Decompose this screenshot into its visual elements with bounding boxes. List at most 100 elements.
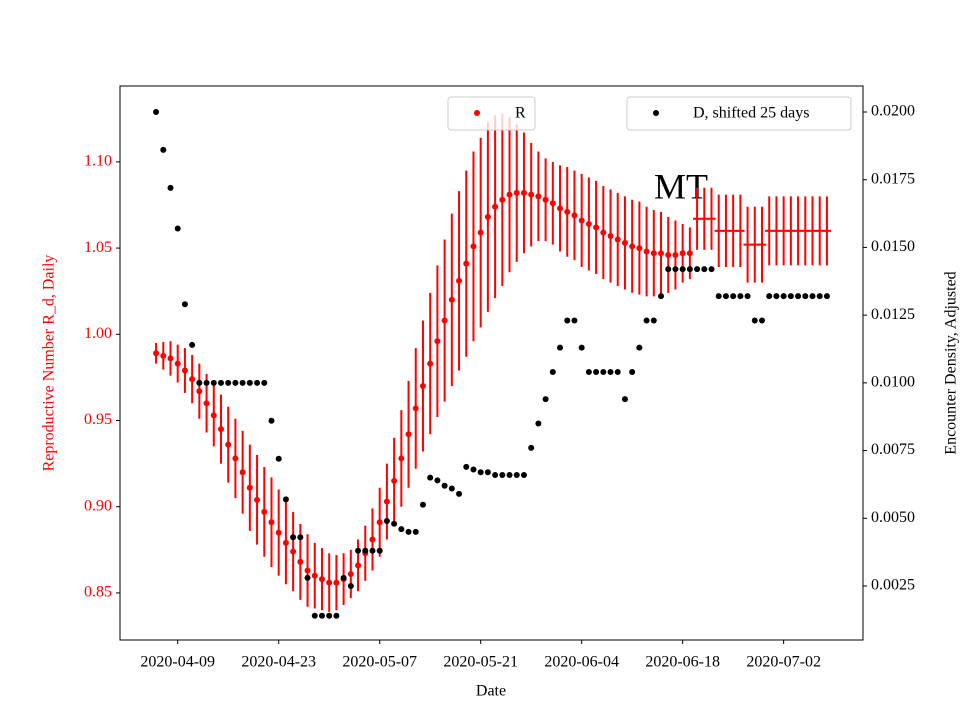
data-point: [672, 251, 679, 258]
data-point: [225, 441, 232, 448]
legend-box: [447, 96, 536, 131]
data-point: [239, 469, 246, 476]
data-point: [629, 369, 636, 376]
data-point: [484, 469, 491, 476]
data-point: [383, 517, 390, 524]
data-point: [311, 612, 318, 619]
data-point: [506, 191, 513, 198]
data-point: [571, 317, 578, 324]
data-point: [333, 612, 340, 619]
data-point: [427, 474, 434, 481]
plot-frame: [119, 85, 864, 641]
data-point: [369, 547, 376, 554]
y2-axis-label: Encounter Density, Adjusted: [943, 271, 960, 454]
data-point: [210, 412, 217, 419]
y2-tick-label: 0.0050: [871, 509, 915, 526]
data-point: [268, 519, 275, 526]
y2-tick-label: 0.0100: [871, 374, 915, 391]
data-point: [621, 396, 628, 403]
data-point: [297, 558, 304, 565]
legend-marker: [653, 110, 659, 116]
data-point: [463, 463, 470, 470]
data-point: [780, 293, 787, 300]
data-point: [564, 208, 571, 215]
data-point: [434, 338, 441, 345]
data-point: [823, 293, 830, 300]
data-point: [369, 536, 376, 543]
data-point: [282, 539, 289, 546]
data-point: [535, 420, 542, 427]
data-point: [290, 548, 297, 555]
data-point: [643, 248, 650, 255]
data-point: [578, 344, 585, 351]
data-point: [564, 317, 571, 324]
data-point: [282, 496, 289, 503]
data-point: [621, 239, 628, 246]
data-point: [477, 229, 484, 236]
data-point: [463, 260, 470, 267]
data-point: [153, 109, 160, 116]
data-point: [167, 355, 174, 362]
data-point: [456, 490, 463, 497]
y2-tick-label: 0.0200: [871, 103, 915, 120]
data-point: [347, 582, 354, 589]
data-point: [650, 317, 657, 324]
data-point: [665, 251, 672, 258]
data-point: [181, 367, 188, 374]
data-point: [542, 396, 549, 403]
y-axis-label: Reproductive Number R_d, Daily: [41, 255, 58, 472]
data-point: [181, 301, 188, 308]
y2-tick-label: 0.0075: [871, 441, 915, 458]
data-point: [203, 400, 210, 407]
data-point: [759, 317, 766, 324]
legend-marker: [474, 110, 480, 116]
data-point: [254, 496, 261, 503]
data-point: [441, 317, 448, 324]
data-point: [189, 341, 196, 348]
data-point: [737, 293, 744, 300]
data-point: [636, 344, 643, 351]
y2-tick-label: 0.0025: [871, 577, 915, 594]
data-point: [557, 205, 564, 212]
data-point: [448, 296, 455, 303]
data-point: [614, 236, 621, 243]
y-tick-label: 0.95: [84, 411, 112, 428]
data-point: [318, 576, 325, 583]
data-point: [153, 350, 160, 357]
data-point: [189, 376, 196, 383]
legend-label: D, shifted 25 days: [693, 105, 809, 122]
data-point: [506, 471, 513, 478]
data-point: [744, 293, 751, 300]
data-point: [196, 379, 203, 386]
data-point: [355, 562, 362, 569]
data-point: [636, 245, 643, 252]
data-point: [268, 417, 275, 424]
data-point: [722, 293, 729, 300]
data-point: [708, 266, 715, 273]
data-point: [795, 293, 802, 300]
data-point: [217, 379, 224, 386]
data-point: [672, 266, 679, 273]
data-point: [571, 212, 578, 219]
data-point: [715, 293, 722, 300]
data-point: [225, 379, 232, 386]
data-point: [304, 567, 311, 574]
y2-tick-label: 0.0175: [871, 170, 915, 187]
x-axis-label: Date: [476, 683, 506, 700]
data-point: [751, 317, 758, 324]
data-point: [167, 184, 174, 191]
data-point: [492, 471, 499, 478]
data-point: [383, 498, 390, 505]
data-point: [347, 570, 354, 577]
data-point: [196, 388, 203, 395]
data-point: [658, 293, 665, 300]
data-point: [254, 379, 261, 386]
data-point: [412, 528, 419, 535]
data-point: [203, 379, 210, 386]
data-point: [290, 534, 297, 541]
data-point: [160, 352, 167, 359]
data-point: [405, 528, 412, 535]
data-point: [629, 243, 636, 250]
data-point: [318, 612, 325, 619]
